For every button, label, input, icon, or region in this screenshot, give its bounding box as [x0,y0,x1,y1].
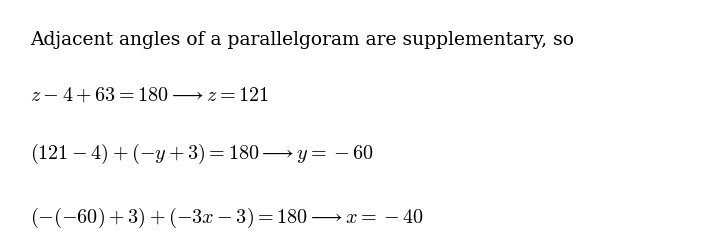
Text: $(-(-60) + 3) + (-3x - 3) = 180 \longrightarrow x = -40$: $(-(-60) + 3) + (-3x - 3) = 180 \longrig… [30,206,423,230]
Text: Adjacent angles of a parallelgoram are supplementary, so: Adjacent angles of a parallelgoram are s… [30,31,574,49]
Text: $(121 - 4) + (-y + 3) = 180 \longrightarrow y = -60$: $(121 - 4) + (-y + 3) = 180 \longrightar… [30,142,374,166]
Text: $z - 4 + 63 = 180 \longrightarrow z = 121$: $z - 4 + 63 = 180 \longrightarrow z = 12… [30,85,269,104]
